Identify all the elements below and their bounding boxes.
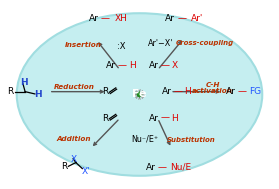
Text: Cross-coupling: Cross-coupling <box>176 40 234 46</box>
Text: R: R <box>7 87 13 96</box>
Text: H: H <box>172 114 178 123</box>
Text: —: — <box>101 14 110 23</box>
Text: Nu⁻/E⁺: Nu⁻/E⁺ <box>131 134 158 143</box>
Text: H: H <box>20 78 28 87</box>
Text: X: X <box>71 155 77 164</box>
Text: Ar: Ar <box>106 61 116 70</box>
Text: Ar: Ar <box>149 61 158 70</box>
Text: activation: activation <box>192 88 233 94</box>
Text: Reduction: Reduction <box>54 84 94 90</box>
Text: Ar: Ar <box>149 114 158 123</box>
Text: —: — <box>174 87 182 96</box>
Text: —: — <box>160 114 169 123</box>
Text: Ar': Ar' <box>191 14 203 23</box>
Text: XH: XH <box>114 14 127 23</box>
Text: FG: FG <box>249 87 261 96</box>
Text: Ar: Ar <box>162 87 172 96</box>
Text: —: — <box>118 61 127 70</box>
Text: Ar: Ar <box>89 14 99 23</box>
Text: H: H <box>184 87 191 96</box>
Text: Insertion: Insertion <box>65 42 102 48</box>
Text: Ar'−X': Ar'−X' <box>148 39 173 48</box>
Text: H: H <box>34 90 42 99</box>
Text: :X: :X <box>117 42 126 51</box>
Text: —: — <box>238 87 247 96</box>
Ellipse shape <box>17 13 262 176</box>
Text: Addition: Addition <box>57 136 91 142</box>
Text: Ar: Ar <box>146 163 156 172</box>
Text: —: — <box>177 14 186 23</box>
Text: Nu/E: Nu/E <box>170 163 191 172</box>
Text: R: R <box>103 87 109 96</box>
Text: Fe: Fe <box>132 90 147 99</box>
Text: Ar: Ar <box>165 14 175 23</box>
Text: —: — <box>160 61 169 70</box>
Text: X: X <box>172 61 178 70</box>
Text: Substitution: Substitution <box>167 137 215 143</box>
Text: C-H: C-H <box>205 82 220 88</box>
Text: X': X' <box>82 167 91 176</box>
Text: H: H <box>129 61 136 70</box>
Polygon shape <box>138 93 141 96</box>
Text: R: R <box>103 114 109 123</box>
Text: Ar: Ar <box>226 87 236 96</box>
Text: —: — <box>158 163 167 172</box>
Text: R: R <box>61 162 67 171</box>
